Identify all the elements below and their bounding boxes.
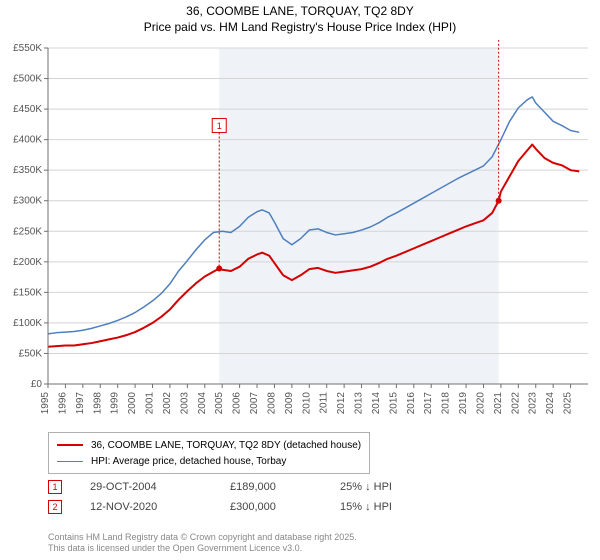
footer-line-1: Contains HM Land Registry data © Crown c…: [48, 532, 357, 543]
sale-marker: 2: [48, 500, 62, 514]
legend: 36, COOMBE LANE, TORQUAY, TQ2 8DY (detac…: [48, 432, 370, 474]
svg-text:2005: 2005: [214, 392, 225, 415]
sale-pct-vs-hpi: 15% ↓ HPI: [340, 501, 460, 513]
svg-text:2019: 2019: [458, 392, 469, 415]
legend-swatch: [57, 444, 83, 446]
svg-text:2002: 2002: [162, 392, 173, 415]
footer-line-2: This data is licensed under the Open Gov…: [48, 543, 357, 554]
sale-row: 1 29-OCT-2004£189,00025% ↓ HPI: [48, 477, 460, 497]
footer-attribution: Contains HM Land Registry data © Crown c…: [48, 532, 357, 555]
svg-text:£50K: £50K: [19, 348, 43, 359]
sale-date: 12-NOV-2020: [90, 501, 230, 513]
title-line-2: Price paid vs. HM Land Registry's House …: [0, 20, 600, 36]
sale-marker: 1: [48, 480, 62, 494]
chart-area: £0 £50K £100K £150K £200K £250K £300K £350K £400…: [0, 40, 600, 430]
svg-text:2021: 2021: [493, 392, 504, 415]
svg-text:2001: 2001: [145, 392, 156, 415]
svg-text:2025: 2025: [563, 392, 574, 415]
svg-text:£100K: £100K: [13, 318, 42, 329]
svg-text:£300K: £300K: [13, 196, 42, 207]
svg-text:£550K: £550K: [13, 43, 42, 54]
legend-label: HPI: Average price, detached house, Torb…: [91, 456, 286, 467]
svg-text:£250K: £250K: [13, 226, 42, 237]
svg-text:1997: 1997: [75, 392, 86, 415]
svg-text:£500K: £500K: [13, 74, 42, 85]
legend-swatch: [57, 461, 83, 462]
svg-text:1996: 1996: [57, 392, 68, 415]
svg-text:1: 1: [217, 121, 222, 131]
svg-text:2013: 2013: [354, 392, 365, 415]
sale-pct-vs-hpi: 25% ↓ HPI: [340, 481, 460, 493]
sales-table: 1 29-OCT-2004£189,00025% ↓ HPI 2 12-NOV-202…: [48, 477, 460, 517]
svg-text:2004: 2004: [197, 392, 208, 415]
title-line-1: 36, COOMBE LANE, TORQUAY, TQ2 8DY: [0, 4, 600, 20]
svg-text:2023: 2023: [528, 392, 539, 415]
chart-svg: £0 £50K £100K £150K £200K £250K £300K £350K £400…: [0, 40, 600, 430]
svg-text:2007: 2007: [249, 392, 260, 415]
sale-date: 29-OCT-2004: [90, 481, 230, 493]
legend-label: 36, COOMBE LANE, TORQUAY, TQ2 8DY (detac…: [91, 440, 361, 451]
svg-text:£200K: £200K: [13, 257, 42, 268]
svg-text:1995: 1995: [40, 392, 51, 415]
svg-text:1999: 1999: [110, 392, 121, 415]
svg-text:£350K: £350K: [13, 165, 42, 176]
svg-text:2017: 2017: [423, 392, 434, 415]
svg-text:2015: 2015: [388, 392, 399, 415]
svg-text:2011: 2011: [319, 392, 330, 414]
svg-text:£450K: £450K: [13, 104, 42, 115]
svg-text:£0: £0: [31, 379, 43, 390]
sale-price: £300,000: [230, 501, 340, 513]
legend-item: 36, COOMBE LANE, TORQUAY, TQ2 8DY (detac…: [57, 437, 361, 453]
svg-text:2006: 2006: [232, 392, 243, 415]
chart-container: 36, COOMBE LANE, TORQUAY, TQ2 8DY Price …: [0, 0, 600, 560]
svg-text:2012: 2012: [336, 392, 347, 415]
svg-text:2000: 2000: [127, 392, 138, 415]
chart-title-block: 36, COOMBE LANE, TORQUAY, TQ2 8DY Price …: [0, 0, 600, 35]
svg-text:£400K: £400K: [13, 135, 42, 146]
svg-text:2008: 2008: [266, 392, 277, 415]
svg-text:2024: 2024: [545, 392, 556, 415]
svg-text:2020: 2020: [475, 392, 486, 415]
sale-row: 2 12-NOV-2020£300,00015% ↓ HPI: [48, 497, 460, 517]
svg-text:2018: 2018: [441, 392, 452, 415]
svg-text:2022: 2022: [510, 392, 521, 415]
svg-text:2010: 2010: [301, 392, 312, 415]
svg-text:2014: 2014: [371, 392, 382, 415]
svg-text:£150K: £150K: [13, 287, 42, 298]
svg-text:2003: 2003: [179, 392, 190, 415]
svg-text:2009: 2009: [284, 392, 295, 415]
svg-text:2016: 2016: [406, 392, 417, 415]
sale-price: £189,000: [230, 481, 340, 493]
svg-text:1998: 1998: [92, 392, 103, 415]
legend-item: HPI: Average price, detached house, Torb…: [57, 453, 361, 469]
